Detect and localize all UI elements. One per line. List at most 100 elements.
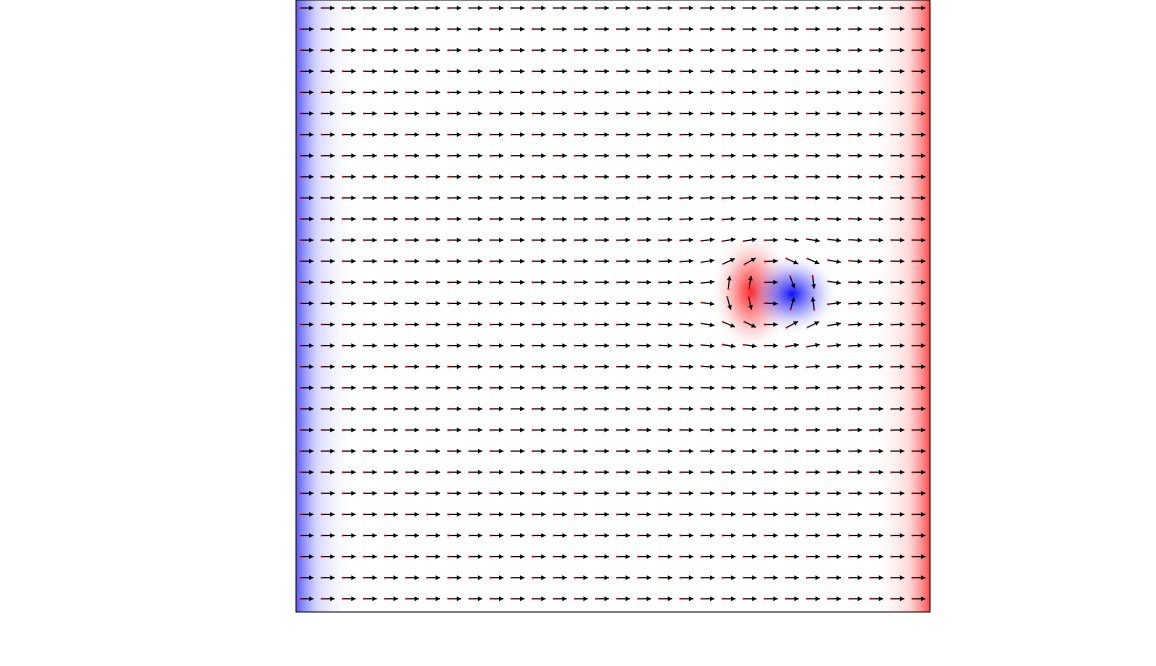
field-arrow-tail [890, 217, 893, 220]
field-arrow-tail [594, 450, 597, 453]
field-arrow-head [667, 90, 673, 95]
field-arrow-head [456, 512, 462, 517]
field-arrow-head [857, 5, 863, 11]
field-arrow-tail [383, 429, 386, 431]
field-arrow-tail [320, 49, 323, 52]
field-arrow-tail [742, 429, 745, 431]
field-arrow-tail [827, 217, 829, 220]
field-arrow-tail [299, 429, 302, 431]
field-arrow-tail [468, 386, 471, 389]
field-arrow-head [921, 554, 926, 559]
field-arrow-tail [447, 323, 450, 326]
field-arrow-head [541, 90, 546, 95]
field-arrow-tail [405, 534, 407, 537]
field-arrow-head [857, 322, 863, 327]
field-arrow-head [604, 448, 609, 454]
field-arrow-tail [890, 555, 893, 558]
field-arrow-tail [362, 555, 365, 558]
field-arrow-tail [763, 365, 766, 368]
field-arrow-tail [552, 365, 555, 368]
field-arrow-head [393, 5, 398, 11]
field-arrow-head [393, 47, 398, 53]
field-arrow-tail [890, 344, 893, 347]
field-arrow-tail [721, 197, 724, 200]
field-arrow-tail [616, 112, 618, 115]
field-arrow-tail [890, 386, 893, 389]
field-arrow-head [499, 343, 504, 348]
field-arrow-tail [531, 91, 534, 94]
field-arrow-tail [869, 28, 872, 31]
field-arrow-tail [890, 49, 893, 52]
field-arrow-tail [616, 386, 618, 389]
field-arrow-tail [362, 471, 365, 474]
field-arrow-head [899, 512, 905, 517]
field-arrow-tail [637, 597, 640, 600]
field-arrow-head [583, 47, 588, 53]
field-arrow-tail [700, 197, 703, 200]
field-arrow-head [541, 5, 546, 11]
field-arrow-tail [869, 217, 872, 220]
field-arrow-tail [637, 7, 640, 9]
field-arrow-head [330, 343, 335, 348]
field-arrow-tail [848, 49, 851, 52]
field-arrow-tail [573, 28, 576, 31]
field-arrow-tail [594, 260, 597, 263]
field-arrow-tail [869, 7, 872, 9]
field-arrow-head [456, 132, 462, 137]
field-arrow-head [583, 279, 588, 285]
field-arrow-tail [299, 175, 302, 178]
field-arrow-head [752, 364, 757, 370]
field-arrow-head [836, 26, 841, 32]
field-arrow-tail [658, 450, 661, 453]
field-arrow-tail [341, 260, 344, 263]
field-arrow-tail [742, 112, 745, 115]
field-arrow-tail [447, 429, 450, 431]
field-arrow-head [583, 385, 588, 391]
field-arrow-tail [637, 555, 640, 558]
field-arrow-tail [426, 196, 429, 199]
field-arrow-head [688, 111, 694, 116]
field-arrow-tail [573, 344, 576, 347]
field-arrow-tail [362, 133, 365, 136]
field-arrow-tail [299, 260, 302, 263]
field-arrow-head [309, 132, 314, 137]
field-arrow-tail [362, 175, 365, 178]
field-arrow-head [499, 90, 504, 95]
field-arrow-tail [784, 70, 787, 73]
field-arrow-head [309, 153, 314, 159]
field-arrow-tail [827, 513, 829, 516]
field-arrow-tail [320, 597, 323, 600]
field-arrow-tail [362, 576, 365, 579]
field-arrow-tail [405, 576, 407, 579]
field-arrow-tail [531, 133, 534, 136]
field-arrow-head [435, 195, 441, 201]
field-arrow-head [435, 68, 441, 74]
field-arrow-tail [362, 239, 365, 242]
field-arrow-head [921, 237, 926, 243]
field-arrow-head [667, 47, 673, 53]
field-arrow-tail [299, 112, 302, 115]
field-arrow-head [562, 364, 567, 370]
field-arrow-head [520, 47, 525, 53]
field-arrow-head [878, 279, 884, 285]
field-arrow-head [688, 364, 694, 370]
field-arrow-tail [848, 281, 851, 284]
field-arrow-head [499, 575, 504, 581]
field-arrow-head [604, 427, 609, 433]
field-arrow-tail [700, 301, 703, 304]
field-arrow-tail [341, 154, 344, 157]
field-arrow-tail [911, 133, 914, 136]
field-arrow-tail [426, 450, 429, 453]
field-arrow-head [351, 216, 356, 222]
field-arrow-head [688, 512, 694, 517]
field-arrow-head [435, 533, 441, 538]
field-arrow-tail [911, 28, 914, 31]
field-arrow-tail [616, 429, 618, 431]
field-arrow-head [921, 364, 926, 370]
field-arrow-tail [727, 287, 730, 290]
field-arrow-head [794, 364, 799, 369]
field-arrow-tail [616, 49, 618, 52]
field-arrow-tail [721, 70, 724, 73]
field-arrow-head [899, 469, 905, 475]
field-arrow-tail [679, 344, 682, 347]
